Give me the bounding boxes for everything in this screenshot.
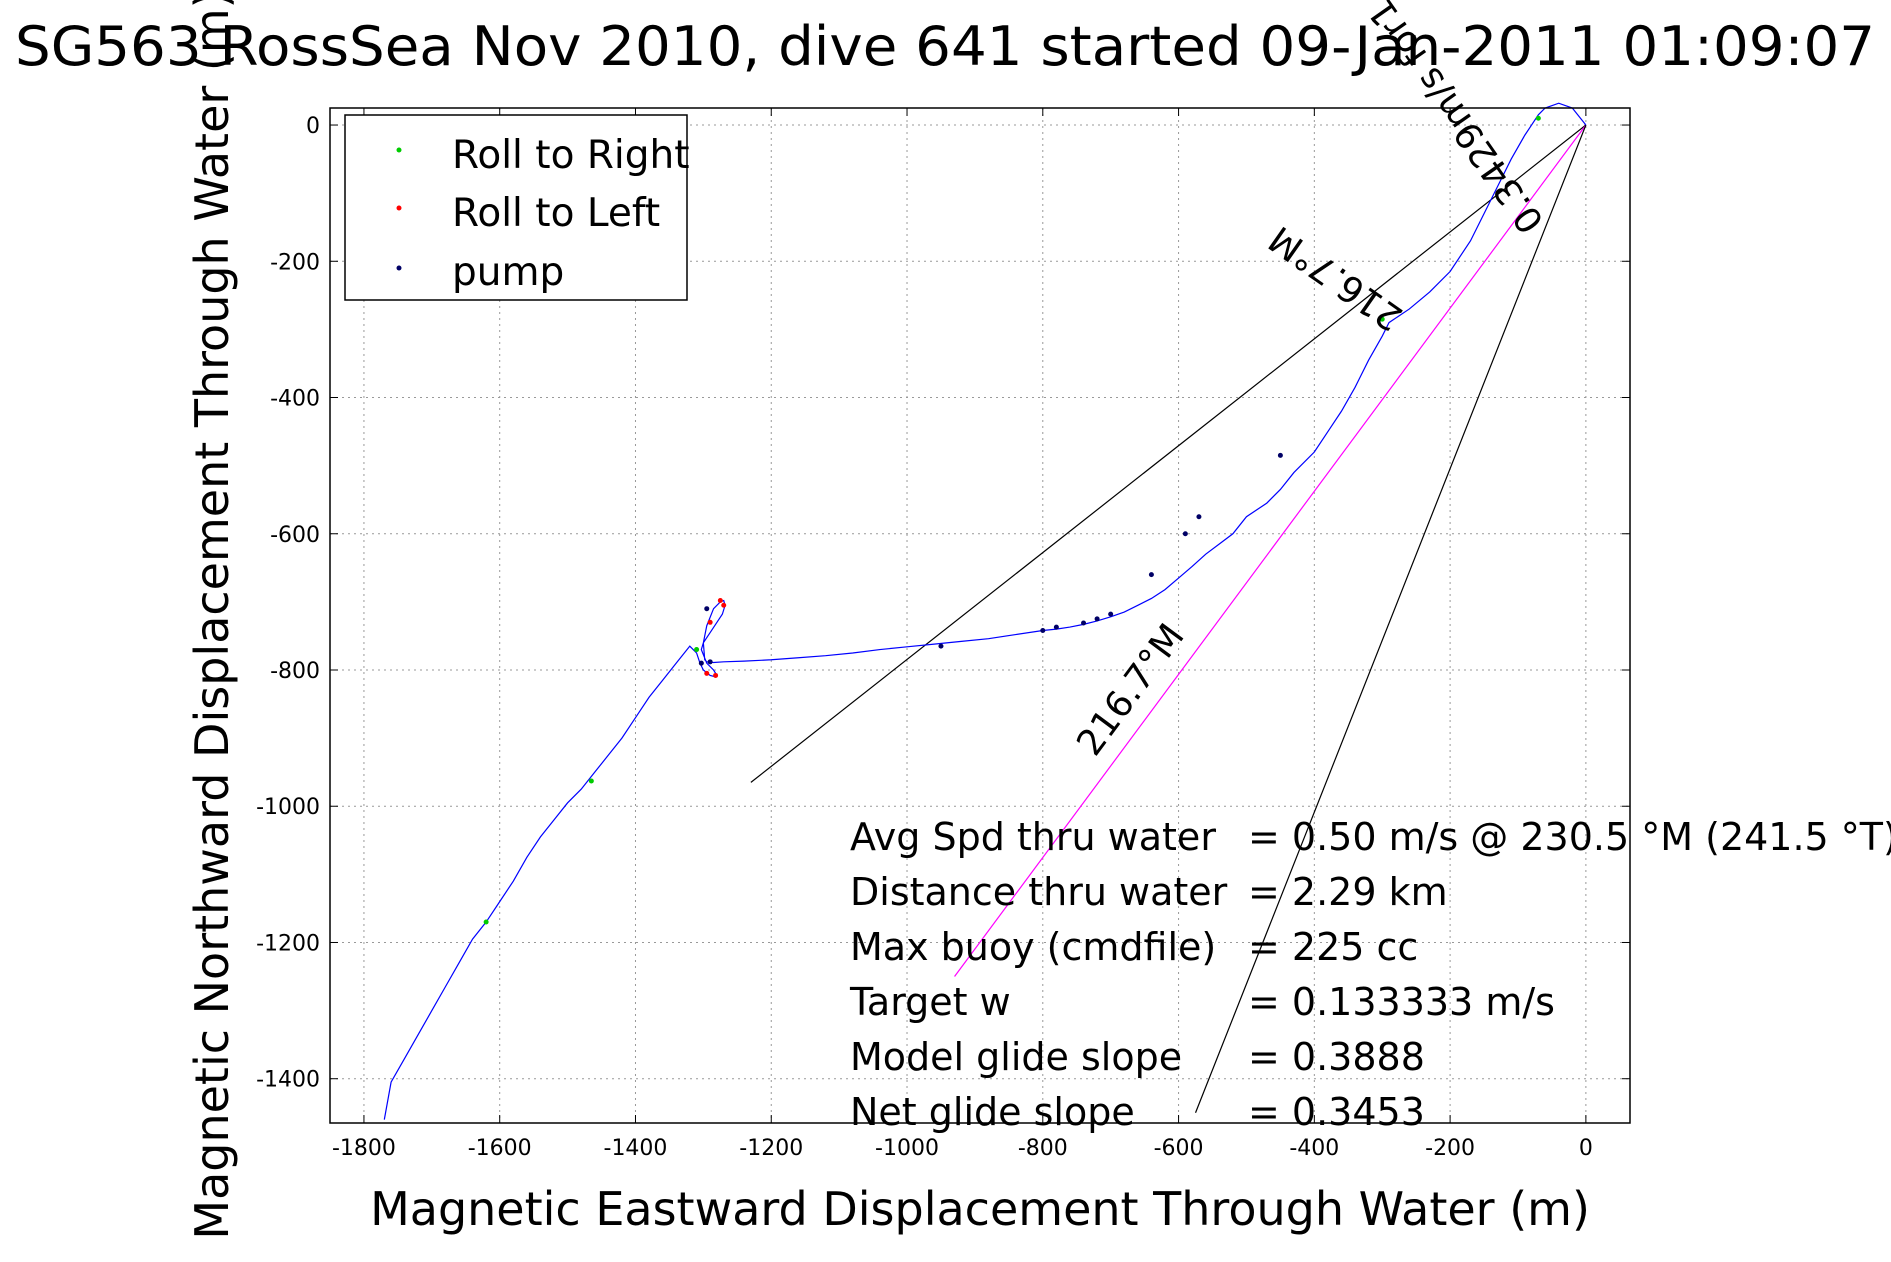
y-tick-label: -800 [270,659,320,684]
pump-point [1094,616,1100,622]
legend-swatch-pump [396,265,402,271]
x-tick-label: -400 [1289,1136,1339,1161]
x-tick-label: -1000 [875,1136,939,1161]
legend-box [344,114,688,301]
stat-label-model-glide: Model glide slope [850,1035,1182,1079]
x-tick-label: -200 [1425,1136,1475,1161]
legend-label-pump: pump [452,250,564,295]
pump-point [1053,624,1059,630]
legend-swatch-roll-right [396,147,402,153]
pump-point [938,643,944,649]
y-tick-label: -200 [270,250,320,275]
stat-label-target-w: Target w [849,980,1011,1024]
stat-label-avg-spd: Avg Spd thru water [850,815,1216,859]
stats-block: Avg Spd thru water = 0.50 m/s @ 230.5 °M… [849,815,1891,1134]
x-axis-label: Magnetic Eastward Displacement Through W… [370,1182,1590,1236]
y-tick-label: 0 [306,114,320,139]
pump-point [1081,620,1087,626]
stat-label-net-glide: Net glide slope [850,1090,1135,1134]
track-series [383,102,1587,1120]
y-tick-label: -400 [270,387,320,412]
y-tick-label: -1000 [256,795,320,820]
heading-label-lower: 216.7°M [1069,617,1192,764]
legend: Roll to Right Roll to Left pump [344,114,690,301]
roll-left-point [721,602,727,608]
x-tick-label: -800 [1018,1136,1068,1161]
x-tick-label: -1800 [332,1136,396,1161]
legend-label-roll-left: Roll to Left [452,191,660,236]
pump-point [1108,611,1114,617]
stat-value-distance: = 2.29 km [1248,870,1448,914]
track-line-0 [383,102,1587,1120]
x-tick-label: -1200 [739,1136,803,1161]
roll-right-point [483,919,489,925]
x-tick-label: 0 [1579,1136,1593,1161]
stat-value-target-w: = 0.133333 m/s [1248,980,1555,1024]
stat-value-net-glide: = 0.3453 [1248,1090,1425,1134]
legend-swatch-roll-left [396,205,402,211]
x-tick-label: -600 [1154,1136,1204,1161]
stat-value-model-glide: = 0.3888 [1248,1035,1425,1079]
roll-left-point [707,619,713,625]
pump-point [1196,514,1202,520]
roll-left-point [713,672,719,678]
heading-label-upper: 216.7°M [1262,217,1410,338]
y-axis-label: Magnetic Northward Displacement Through … [185,0,239,1240]
roll-right-point [1535,115,1541,121]
stat-label-distance: Distance thru water [850,870,1228,914]
reference-line-2 [1194,124,1587,1114]
x-tick-label: -1400 [604,1136,668,1161]
legend-label-roll-right: Roll to Right [452,133,690,178]
plot-frame [329,107,1631,1124]
stat-label-max-buoy: Max buoy (cmdfile) [850,925,1216,969]
y-tick-label: -600 [270,523,320,548]
stat-value-avg-spd: = 0.50 m/s @ 230.5 °M (241.5 °T) [1248,815,1891,859]
roll-left-point [717,598,723,604]
roll-right-point [1379,316,1385,322]
x-tick-label: -1600 [468,1136,532,1161]
y-tick-labels: 0 -200 -400 -600 -800 -1000 -1200 -1400 [256,114,320,1093]
pump-point [707,659,713,665]
roll-right-point [694,647,700,653]
y-tick-label: -1400 [256,1068,320,1093]
markers-group [483,115,1541,925]
pump-point [1040,627,1046,633]
reference-line-0 [750,124,1587,783]
x-tick-labels: -1800 -1600 -1400 -1200 -1000 -800 -600 -400 -20… [332,1136,1593,1161]
roll-left-point [704,670,710,676]
pump-point [1277,452,1283,458]
stat-value-max-buoy: = 225 cc [1248,925,1418,969]
chart-title: SG563 RossSea Nov 2010, dive 641 started… [15,15,1875,78]
y-tick-label: -1200 [256,931,320,956]
roll-right-point [588,778,594,784]
pump-point [698,660,704,666]
pump-point [704,606,710,612]
reference-lines [750,124,1587,1114]
pump-point [1148,572,1154,578]
reference-line-1 [954,124,1587,977]
pump-point [1182,531,1188,537]
